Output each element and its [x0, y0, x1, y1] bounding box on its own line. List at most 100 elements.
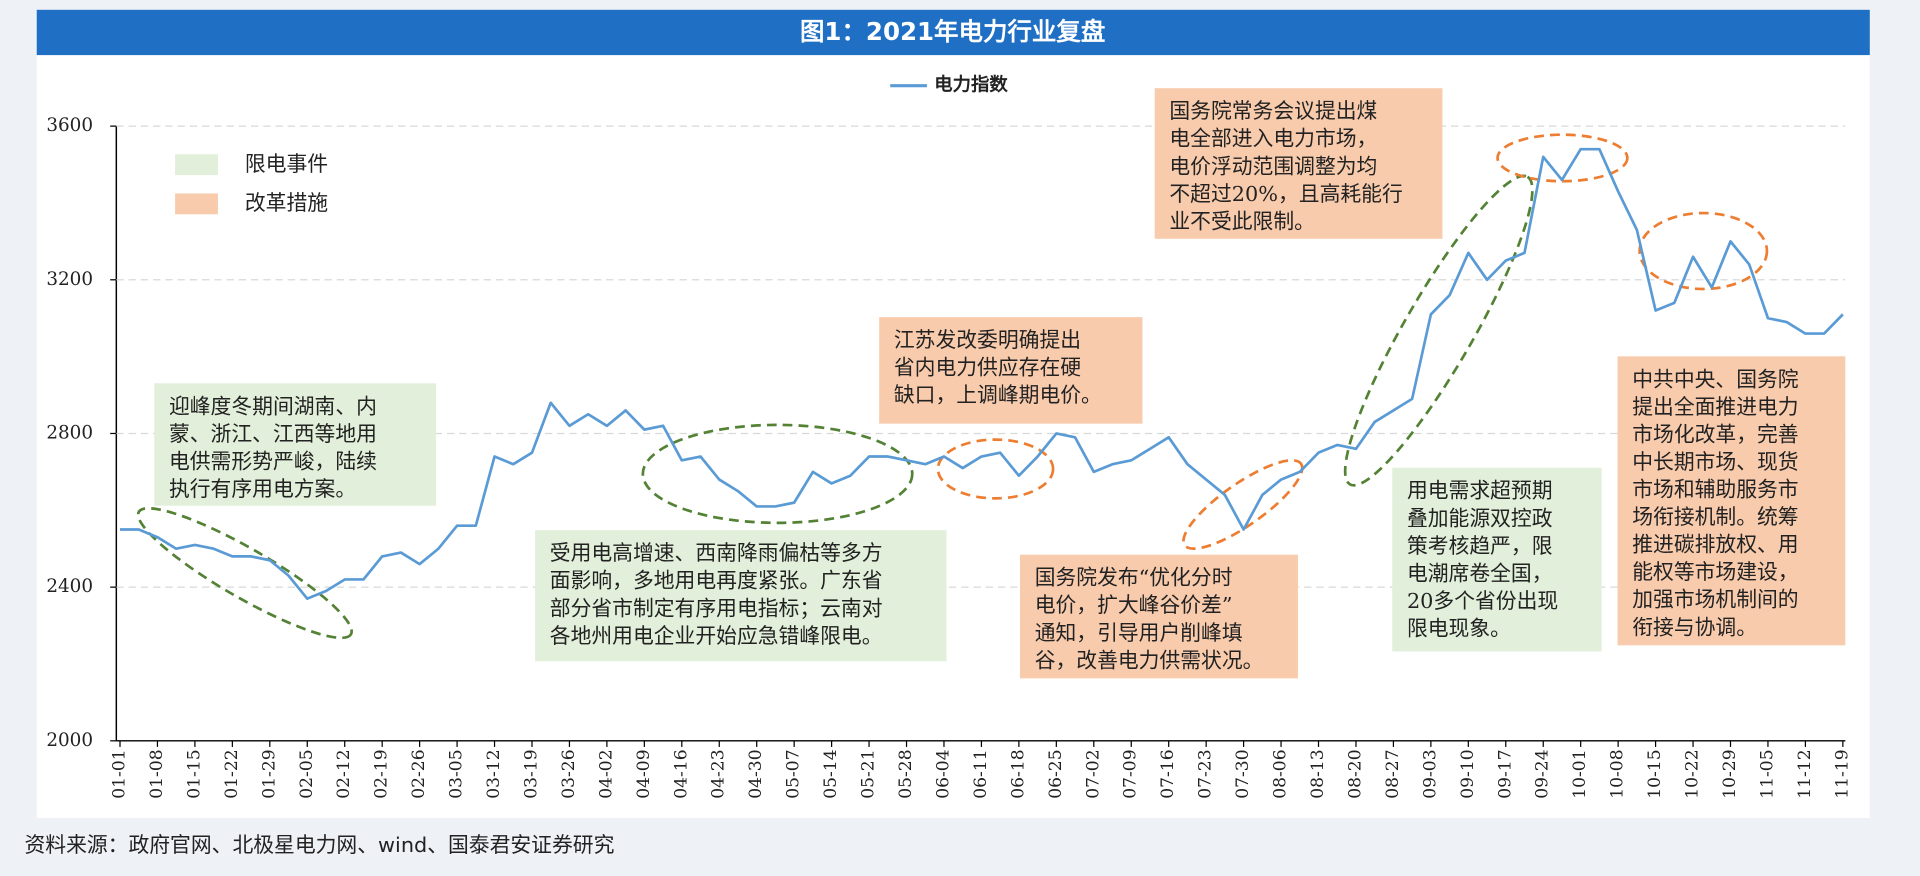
highlight-ellipse	[641, 423, 914, 525]
highlight-ellipse	[1182, 458, 1304, 550]
x-tick-label: 06-11	[971, 749, 991, 798]
legend-swatch	[175, 154, 218, 176]
x-tick-label: 06-25	[1046, 749, 1066, 798]
annotation-text: 电供需形势严峻，陆续	[169, 449, 377, 473]
x-tick-label: 08-20	[1345, 749, 1365, 798]
title-bar	[36, 9, 1870, 56]
annotation-text: 电价浮动范围调整为均	[1169, 154, 1377, 178]
highlight-ellipse	[936, 438, 1055, 500]
annotation-text: 执行有序用电方案。	[169, 477, 356, 501]
annotation-text: 各地州用电企业开始应急错峰限电。	[550, 624, 883, 648]
annotation-text: 缺口，上调峰期电价。	[894, 383, 1102, 407]
x-tick-label: 07-16	[1158, 749, 1178, 798]
x-tick-label: 09-10	[1458, 749, 1478, 798]
annotation-text: 省内电力供应存在硬	[894, 356, 1081, 380]
annotation-text: 市场和辅助服务市	[1632, 478, 1798, 502]
x-tick-label: 09-17	[1495, 749, 1515, 798]
highlight-ellipse	[1496, 133, 1629, 183]
x-tick-label: 10-08	[1608, 749, 1628, 798]
x-tick-label: 03-19	[521, 749, 541, 798]
annotation-text: 能权等市场建设，	[1632, 560, 1798, 584]
x-tick-label: 09-03	[1420, 749, 1440, 798]
legend-label: 改革措施	[245, 191, 328, 215]
x-tick-label: 02-05	[297, 749, 317, 798]
x-tick-label: 09-24	[1533, 749, 1553, 798]
x-tick-label: 11-12	[1795, 749, 1815, 798]
x-tick-label: 06-04	[933, 749, 953, 798]
x-tick-label: 07-30	[1233, 749, 1253, 798]
x-tick-label: 03-05	[447, 749, 467, 798]
annotation-box	[1020, 554, 1298, 679]
y-tick-label: 3200	[46, 269, 93, 290]
annotation-text: 叠加能源双控政	[1407, 506, 1553, 530]
x-tick-label: 04-02	[596, 749, 616, 798]
x-tick-label: 02-12	[334, 749, 354, 798]
annotation-box	[154, 383, 436, 506]
source-note: 资料来源：政府官网、北极星电力网、wind、国泰君安证券研究	[24, 833, 614, 857]
annotation-box	[1154, 88, 1443, 239]
y-tick-label: 2000	[46, 730, 93, 751]
annotation-text: 通知，引导用户削峰填	[1035, 621, 1243, 645]
annotation-text: 国务院常务会议提出煤	[1169, 99, 1377, 123]
x-tick-label: 03-26	[559, 749, 579, 798]
y-tick-label: 2400	[46, 576, 93, 597]
x-tick-label: 05-14	[821, 749, 841, 798]
x-tick-label: 05-28	[896, 749, 916, 798]
annotation-text: 电价，扩大峰谷价差”	[1035, 593, 1233, 617]
x-tick-label: 06-18	[1008, 749, 1028, 798]
annotation-text: 中长期市场、现货	[1632, 450, 1798, 474]
annotation-text: 市场化改革，完善	[1632, 422, 1798, 446]
annotation-text: 电全部进入电力市场，	[1169, 127, 1377, 151]
annotation-text: 策考核趋严，限	[1407, 534, 1553, 558]
legend-swatch	[175, 193, 218, 215]
annotation-text: 不超过20%，且高耗能行	[1169, 182, 1402, 206]
x-tick-label: 10-15	[1645, 749, 1665, 798]
x-tick-label: 04-09	[634, 749, 654, 798]
x-tick-label: 01-22	[222, 749, 242, 798]
legend-label: 电力指数	[934, 74, 1008, 96]
annotation-text: 中共中央、国务院	[1632, 367, 1799, 391]
x-tick-label: 05-21	[859, 749, 879, 798]
x-tick-label: 04-16	[671, 749, 691, 798]
x-tick-label: 11-05	[1757, 749, 1777, 798]
x-tick-label: 04-30	[746, 749, 766, 798]
annotation-text: 推进碳排放权、用	[1632, 533, 1798, 557]
annotation-text: 面影响，多地用电再度紧张。广东省	[550, 569, 883, 593]
x-tick-label: 01-29	[259, 749, 279, 798]
x-tick-label: 01-01	[110, 749, 130, 798]
x-tick-label: 01-08	[147, 749, 167, 798]
x-tick-label: 10-22	[1683, 749, 1703, 798]
x-tick-label: 05-07	[784, 749, 804, 798]
x-tick-label: 08-06	[1271, 749, 1291, 798]
annotation-text: 谷，改善电力供需状况。	[1035, 648, 1264, 672]
annotation-text: 场衔接机制。统筹	[1632, 505, 1798, 529]
x-tick-label: 02-26	[409, 749, 429, 798]
annotation-text: 受用电高增速、西南降雨偏枯等多方	[550, 541, 883, 565]
x-tick-label: 10-01	[1570, 749, 1590, 798]
highlight-ellipse	[136, 506, 353, 640]
annotation-box	[879, 317, 1143, 424]
x-tick-label: 08-27	[1383, 749, 1403, 798]
annotation-text: 衔接与协调。	[1632, 615, 1757, 639]
annotation-text: 限电现象。	[1407, 617, 1511, 641]
x-tick-label: 02-19	[372, 749, 392, 798]
annotation-text: 提出全面推进电力	[1632, 395, 1798, 419]
x-tick-label: 11-19	[1832, 749, 1852, 798]
x-tick-label: 04-23	[709, 749, 729, 798]
x-tick-label: 07-23	[1196, 749, 1216, 798]
x-tick-label: 07-02	[1083, 749, 1103, 798]
annotation-box	[1392, 467, 1602, 652]
annotation-text: 用电需求超预期	[1407, 479, 1553, 503]
x-tick-label: 10-29	[1720, 749, 1740, 798]
legend-label: 限电事件	[245, 152, 328, 176]
annotation-text: 业不受此限制。	[1169, 209, 1315, 233]
annotation-text: 江苏发改委明确提出	[894, 328, 1081, 352]
x-tick-label: 01-15	[184, 749, 204, 798]
annotation-box	[535, 530, 947, 662]
annotation-text: 迎峰度冬期间湖南、内	[169, 394, 377, 418]
highlight-ellipse	[1638, 211, 1769, 291]
annotation-text: 部分省市制定有序用电指标；云南对	[550, 596, 883, 620]
x-tick-label: 07-09	[1121, 749, 1141, 798]
series-line	[120, 147, 1844, 601]
